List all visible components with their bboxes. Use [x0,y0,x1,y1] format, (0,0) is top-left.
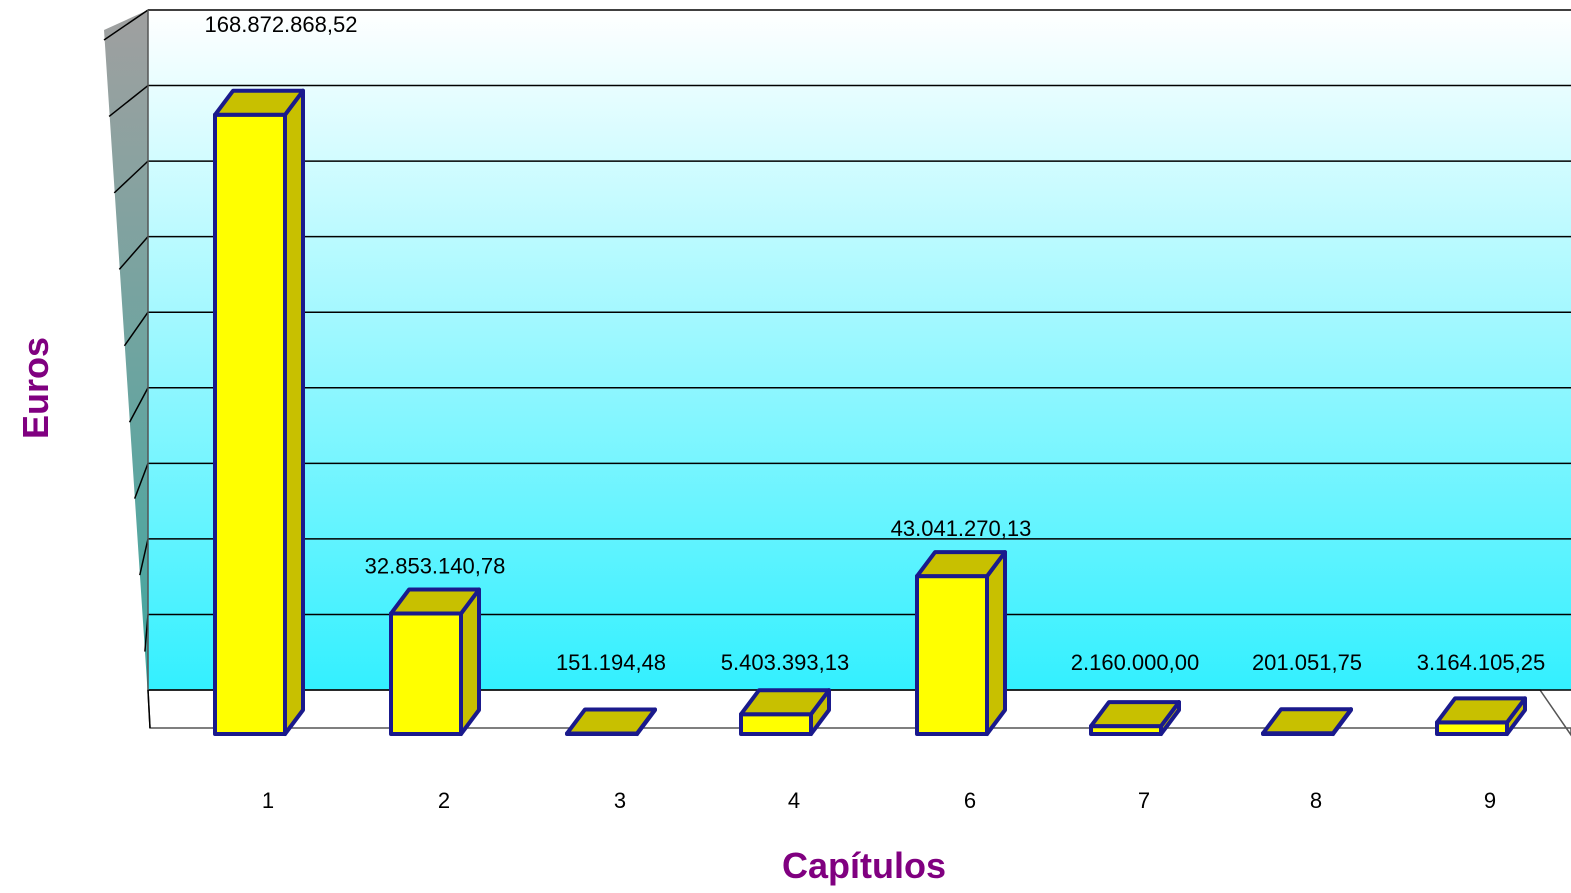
bar-8 [1261,707,1353,736]
gridline-side [118,236,149,270]
bar-front [389,611,463,736]
x-tick-label: 7 [1138,788,1150,813]
x-tick-label: 2 [438,788,450,813]
gridline-side [113,160,149,194]
bar-top [915,550,1007,579]
bar-top [213,88,305,117]
bar-top [389,587,481,616]
bar-6 [915,550,1007,736]
bar-4 [739,688,831,736]
gridline-side [147,689,151,729]
gridline-side [103,9,149,41]
bar-2 [389,587,481,736]
gridline-side [123,311,149,347]
gridline-side [133,463,149,499]
bar-top [1089,700,1181,729]
x-tick-label: 3 [614,788,626,813]
data-label: 43.041.270,13 [891,516,1032,541]
data-label: 3.164.105,25 [1417,650,1545,675]
x-tick-label: 8 [1310,788,1322,813]
data-label: 32.853.140,78 [365,554,506,579]
data-label: 201.051,75 [1252,650,1362,675]
bar-top [565,707,657,736]
bar-top [1435,696,1527,725]
bar-top [739,688,831,717]
bar-side [283,88,305,736]
gridlines [103,9,1571,729]
bar-top [1261,707,1353,736]
data-label: 5.403.393,13 [721,650,849,675]
data-label: 151.194,48 [556,650,666,675]
x-tick-label: 1 [262,788,274,813]
data-label: 168.872.868,52 [205,12,358,37]
y-axis-title: Euros [15,337,56,439]
x-axis-title: Capítulos [782,845,946,886]
bar-side [985,550,1007,736]
gridline-side [108,84,149,118]
bar-7 [1089,700,1181,736]
bar-front [213,112,287,736]
bar-3 [565,707,657,736]
bar-9 [1435,696,1527,736]
gridline-side [139,538,149,576]
side-wall [104,10,150,728]
back-wall [148,10,1571,690]
bars [213,88,1527,736]
x-tick-label: 6 [964,788,976,813]
x-tick-labels: 1 2 3 4 6 7 8 9 [262,788,1496,813]
data-labels: 168.872.868,52 32.853.140,78 151.194,48 5.4… [205,12,1546,675]
bar-front [915,574,989,736]
bar-front [739,712,813,736]
x-tick-label: 4 [788,788,800,813]
x-tick-label: 9 [1484,788,1496,813]
data-label: 2.160.000,00 [1071,650,1199,675]
gridline-side [128,387,149,423]
bar-1 [213,88,305,736]
floor [147,689,1571,737]
